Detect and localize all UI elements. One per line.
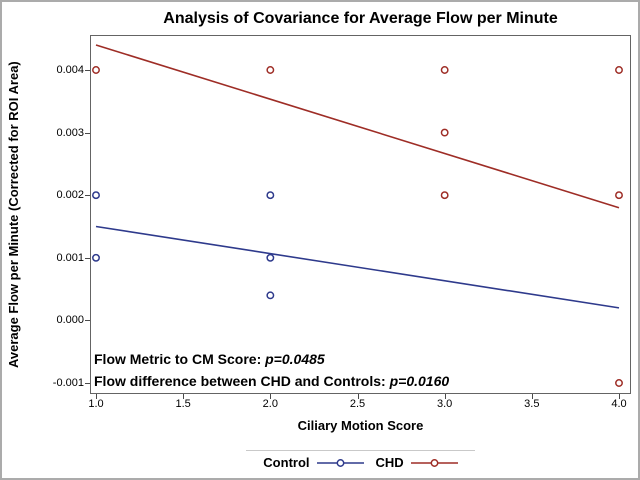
legend-label-control: Control: [263, 455, 310, 470]
x-tick-label: 1.0: [88, 398, 104, 410]
chd-data-point: [615, 66, 623, 74]
control-legend-marker: [336, 458, 344, 467]
chd-data-point: [615, 191, 623, 200]
annotation-1-text: Flow Metric to CM Score:: [94, 351, 266, 367]
legend-row: Control CHD: [90, 455, 631, 470]
x-tick-label: 3.0: [437, 398, 453, 410]
legend-label-chd: CHD: [375, 455, 404, 470]
plot-frame: [90, 35, 631, 394]
y-tick-label: 0.000: [56, 314, 84, 327]
control-data-point: [92, 191, 100, 200]
x-tick-label: 1.5: [175, 398, 191, 410]
control-data-point: [266, 291, 275, 300]
chd-data-point: [440, 66, 449, 74]
annotation-2-pvalue: p=0.0160: [389, 373, 450, 389]
legend-swatch-control-icon: [316, 458, 364, 467]
y-tick-label: 0.002: [56, 189, 84, 202]
x-tick-label: 2.5: [349, 398, 366, 410]
chart-title: Analysis of Covariance for Average Flow …: [163, 10, 558, 27]
control-data-point: [266, 253, 275, 262]
control-data-point: [266, 191, 275, 200]
annotation-1-pvalue: p=0.0485: [265, 351, 325, 367]
chd-data-point: [440, 128, 449, 137]
chd-legend-marker: [430, 458, 439, 467]
chd-trend-line: [95, 44, 620, 209]
stats-annotations: Flow Metric to CM Score: p=0.0485 Flow d…: [94, 348, 449, 392]
y-tick-label: -0.001: [52, 377, 84, 389]
annotation-line-2: Flow difference between CHD and Controls…: [94, 370, 449, 392]
x-tick-label: 2.0: [262, 398, 278, 410]
chd-data-point: [92, 66, 100, 74]
annotation-line-1: Flow Metric to CM Score: p=0.0485: [94, 348, 449, 370]
y-tick-label: 0.001: [56, 251, 84, 264]
x-axis-label: Ciliary Motion Score: [297, 418, 424, 433]
control-trend-line: [95, 225, 620, 309]
x-tick-label: 4.0: [611, 398, 627, 410]
annotation-2-text: Flow difference between CHD and Controls…: [94, 373, 390, 389]
legend-swatch-chd-icon: [410, 458, 458, 467]
chd-data-point: [440, 191, 449, 200]
y-tick-label: 0.003: [56, 126, 84, 139]
legend-item-control: Control: [263, 455, 364, 470]
chd-data-point: [266, 66, 275, 74]
legend-separator: [246, 450, 475, 451]
chd-data-point: [615, 379, 623, 387]
legend: Control CHD: [90, 450, 631, 470]
control-data-point: [92, 253, 100, 262]
legend-item-chd: CHD: [376, 455, 458, 470]
y-tick-label: 0.004: [56, 64, 84, 76]
x-tick-label: 3.5: [524, 398, 540, 410]
